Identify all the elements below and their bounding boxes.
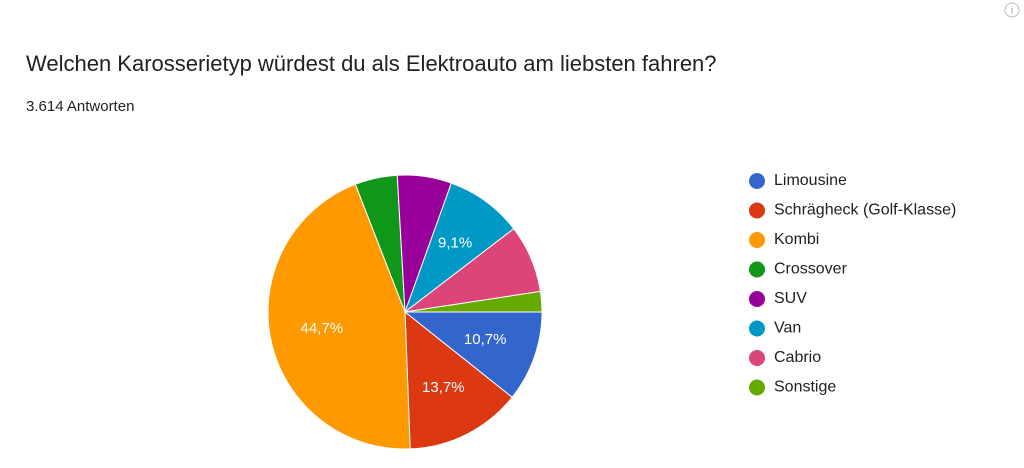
legend-swatch: [749, 350, 765, 366]
pie-slice: [267, 183, 411, 450]
legend-label: Limousine: [774, 172, 847, 189]
legend-label: SUV: [774, 290, 807, 307]
value-label: 13,7%: [422, 379, 465, 396]
pie-slice: [403, 182, 515, 314]
value-label: 9,1%: [438, 234, 472, 251]
legend-swatch: [749, 379, 765, 396]
legend-label: Cabrio: [774, 349, 821, 366]
legend-label: Van: [774, 320, 801, 337]
legend-label: Crossover: [774, 261, 848, 278]
legend-label: Sonstige: [774, 379, 836, 396]
legend-swatch: [749, 202, 765, 219]
info-icon[interactable]: i: [1011, 6, 1013, 17]
info-circle[interactable]: [1004, 2, 1020, 18]
pie-slice: [404, 290, 543, 313]
value-label: 10,7%: [464, 331, 507, 348]
legend-swatch: [749, 320, 765, 337]
legend-swatch: [749, 173, 765, 189]
legend-swatch: [749, 261, 765, 278]
chart-title: Welchen Karosserietyp würdest du als Ele…: [26, 51, 717, 76]
value-label: 44,7%: [301, 320, 344, 337]
legend-label: Schrägheck (Golf-Klasse): [774, 202, 956, 219]
pie-slice: [404, 310, 513, 450]
subtitle: 3.614 Antworten: [26, 98, 134, 115]
legend-label: Kombi: [774, 231, 819, 248]
legend-swatch: [749, 232, 765, 248]
legend-swatch: [749, 291, 765, 307]
pie-slice: [403, 311, 543, 399]
